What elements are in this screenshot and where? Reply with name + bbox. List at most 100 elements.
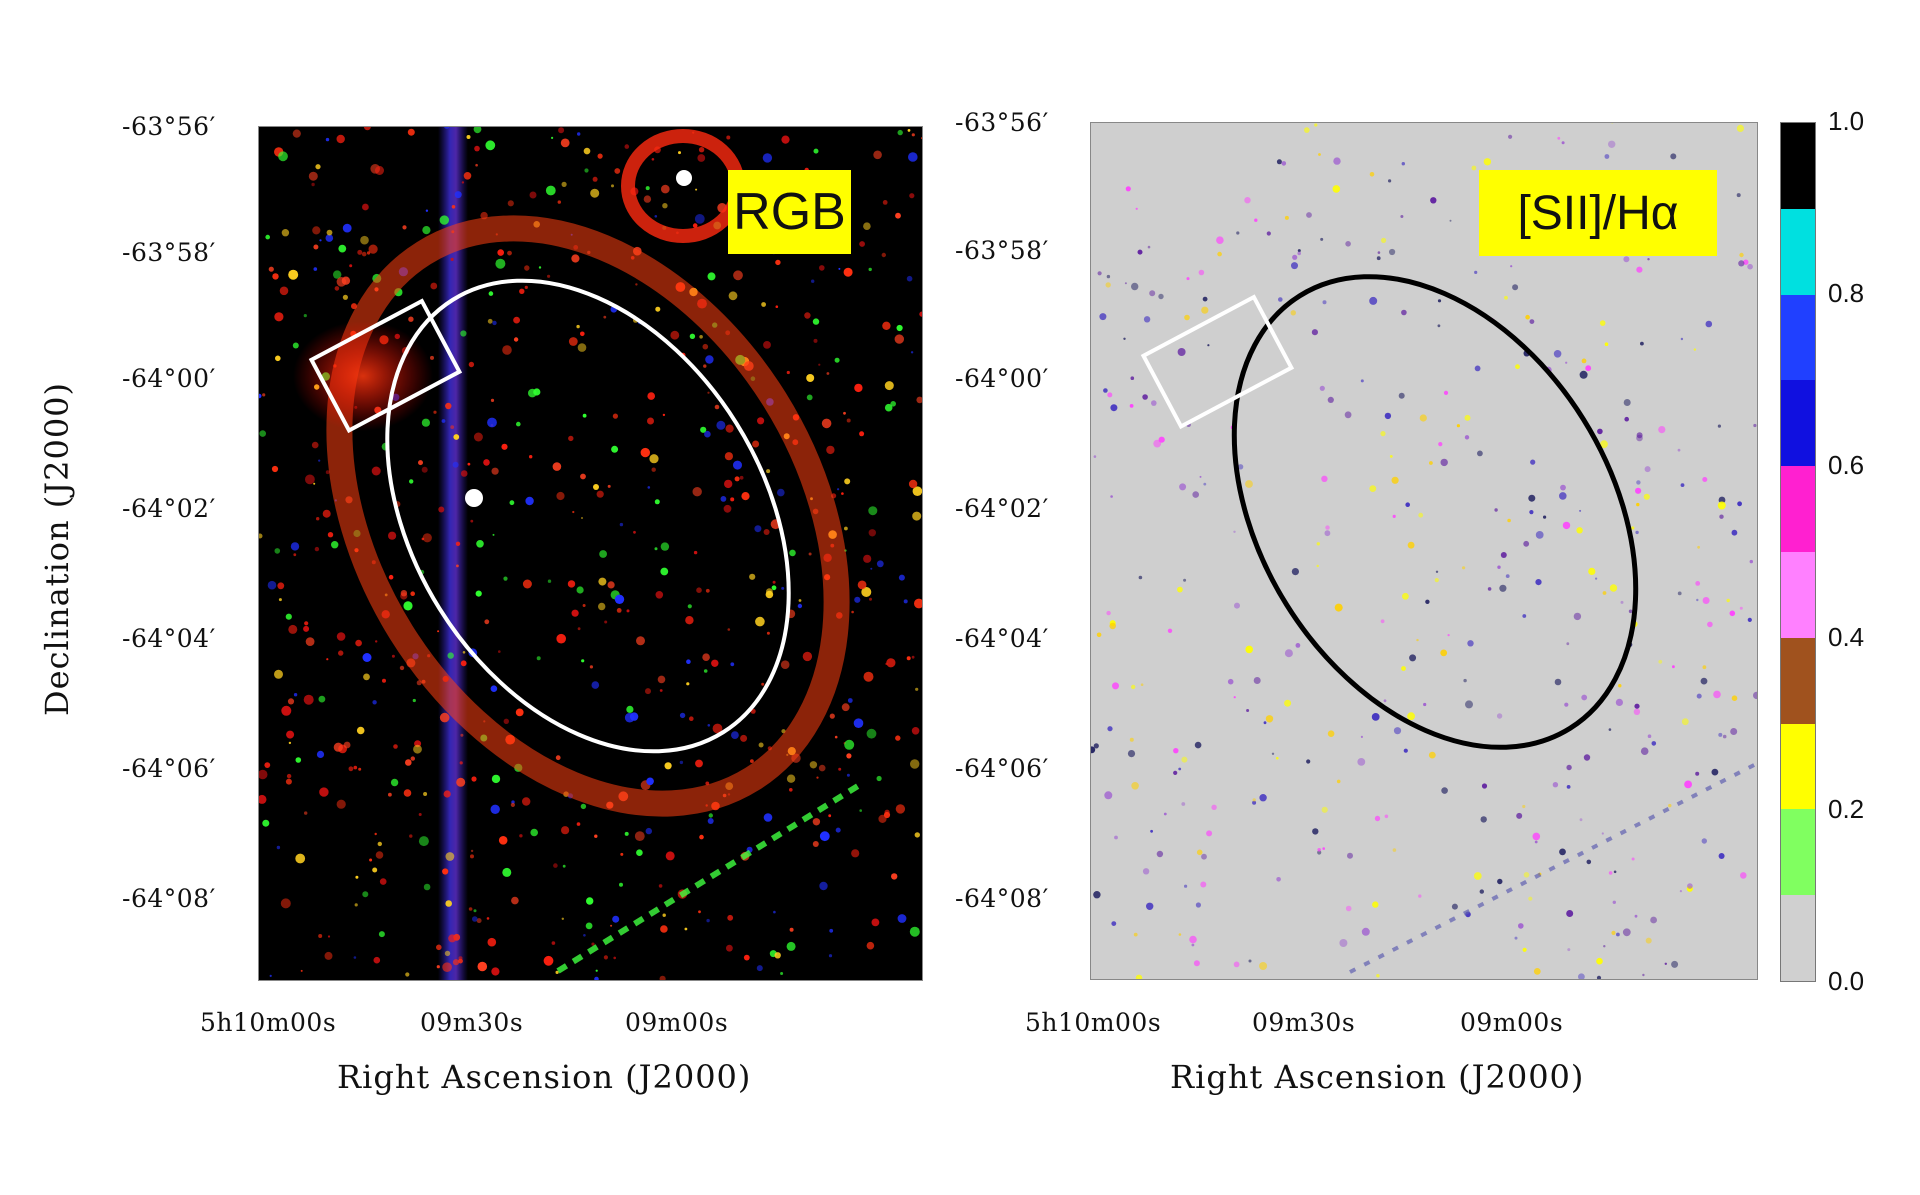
ratio-noise-dot — [1473, 872, 1482, 880]
rgb-noise-dot — [561, 917, 564, 920]
ratio-noise-dot — [1566, 642, 1570, 646]
rgb-noise-dot — [882, 321, 891, 330]
rgb-noise-dot — [577, 343, 587, 352]
ratio-noise-dot — [1585, 365, 1592, 372]
rgb-noise-dot — [679, 760, 684, 765]
rgb-noise-dot — [462, 651, 466, 654]
ratio-noise-dot — [1206, 830, 1213, 837]
rgb-noise-dot — [423, 883, 431, 891]
rgb-noise-dot — [841, 703, 850, 712]
ratio-noise-dot — [1533, 968, 1541, 975]
rgb-noise-dot — [268, 266, 274, 272]
rgb-noise-dot — [391, 654, 395, 658]
rgb-noise-dot — [812, 818, 821, 826]
ratio-noise-dot — [1747, 617, 1752, 622]
ratio-noise-dot — [1557, 136, 1561, 140]
ratio-noise-dot — [1564, 702, 1569, 707]
ratio-noise-dot — [1634, 703, 1640, 709]
rgb-noise-dot — [484, 619, 490, 625]
ratio-noise-dot — [1633, 708, 1641, 715]
left-dec-tick-5: -64°04′ — [122, 624, 216, 653]
rgb-noise-dot — [763, 529, 770, 535]
ratio-noise-dot — [1407, 712, 1415, 721]
rgb-noise-dot — [612, 413, 618, 419]
rgb-noise-dot — [834, 735, 838, 739]
rgb-noise-dot — [730, 497, 735, 502]
blue-artifact-strip — [438, 126, 468, 981]
ratio-noise-dot — [1372, 901, 1379, 908]
rgb-noise-dot — [806, 394, 813, 401]
ratio-noise-dot — [1200, 881, 1207, 888]
ratio-noise-dot — [1608, 871, 1613, 875]
ratio-noise-dot — [1435, 570, 1439, 573]
ratio-noise-dot — [1679, 890, 1682, 893]
ratio-noise-dot — [1743, 259, 1749, 265]
colorbar-label-4: 0.4 — [1828, 622, 1865, 652]
ratio-noise-dot — [1739, 606, 1743, 610]
rgb-noise-dot — [425, 209, 429, 212]
rgb-noise-dot — [915, 687, 919, 691]
colorbar-label-6: 0.0 — [1828, 966, 1865, 996]
rgb-noise-dot — [418, 460, 423, 466]
rgb-noise-dot — [903, 599, 908, 604]
rgb-noise-dot — [611, 445, 619, 453]
rgb-noise-dot — [873, 150, 882, 160]
ratio-noise-dot — [1360, 379, 1364, 383]
rgb-noise-dot — [311, 182, 315, 187]
rgb-noise-dot — [551, 136, 554, 139]
rgb-noise-dot — [689, 716, 694, 721]
left-dec-tick-7: -64°08′ — [122, 884, 216, 913]
rgb-noise-dot — [303, 314, 307, 318]
ratio-noise-dot — [1142, 868, 1150, 875]
rgb-noise-dot — [403, 789, 412, 797]
ratio-noise-dot — [1129, 404, 1134, 408]
ratio-noise-dot — [1441, 787, 1448, 794]
ratio-noise-dot — [1336, 779, 1341, 784]
rgb-noise-dot — [405, 759, 412, 766]
rgb-noise-dot — [308, 171, 318, 181]
ratio-noise-dot — [1471, 165, 1477, 171]
ratio-noise-dot — [1696, 598, 1699, 602]
ring-source-core — [676, 170, 692, 186]
rgb-noise-dot — [582, 413, 587, 418]
rgb-noise-dot — [547, 579, 552, 583]
ratio-noise-dot — [1110, 495, 1113, 498]
rgb-noise-dot — [490, 398, 495, 402]
ratio-noise-dot — [1374, 815, 1381, 822]
rgb-noise-dot — [789, 549, 796, 557]
rgb-noise-dot — [313, 244, 319, 250]
ratio-noise-dot — [1173, 748, 1179, 754]
rgb-noise-dot — [503, 718, 509, 724]
ratio-noise-dot — [1245, 645, 1253, 654]
rgb-noise-dot — [522, 797, 531, 806]
ratio-noise-dot — [1252, 798, 1256, 802]
rgb-noise-dot — [698, 910, 701, 914]
rgb-noise-dot — [477, 961, 488, 972]
ratio-noise-dot — [1620, 600, 1624, 604]
rgb-noise-dot — [378, 931, 385, 938]
ratio-noise-dot — [1609, 584, 1618, 592]
rgb-noise-dot — [895, 804, 906, 814]
rgb-noise-dot — [303, 694, 314, 705]
rgb-noise-dot — [567, 580, 576, 588]
ratio-noise-dot — [1528, 896, 1533, 901]
ratio-noise-dot — [1693, 348, 1697, 351]
rgb-noise-dot — [436, 965, 440, 969]
rgb-noise-dot — [485, 140, 496, 151]
rgb-noise-dot — [846, 418, 851, 423]
ratio-noise-dot — [1677, 448, 1681, 452]
ratio-noise-dot — [1093, 743, 1099, 749]
rgb-noise-dot — [290, 542, 300, 551]
rgb-noise-dot — [826, 372, 830, 375]
ratio-noise-dot — [1135, 974, 1143, 980]
rgb-noise-dot — [258, 769, 268, 780]
rgb-noise-dot — [863, 671, 874, 682]
rgb-noise-dot — [486, 917, 490, 920]
rgb-noise-dot — [649, 454, 659, 464]
rgb-noise-dot — [363, 126, 371, 131]
ratio-noise-dots — [1090, 122, 1758, 980]
colorbar-segment — [1781, 895, 1815, 981]
rgb-noise-dot — [818, 363, 821, 366]
rgb-noise-dot — [910, 759, 920, 769]
ratio-noise-dot — [1611, 930, 1616, 936]
